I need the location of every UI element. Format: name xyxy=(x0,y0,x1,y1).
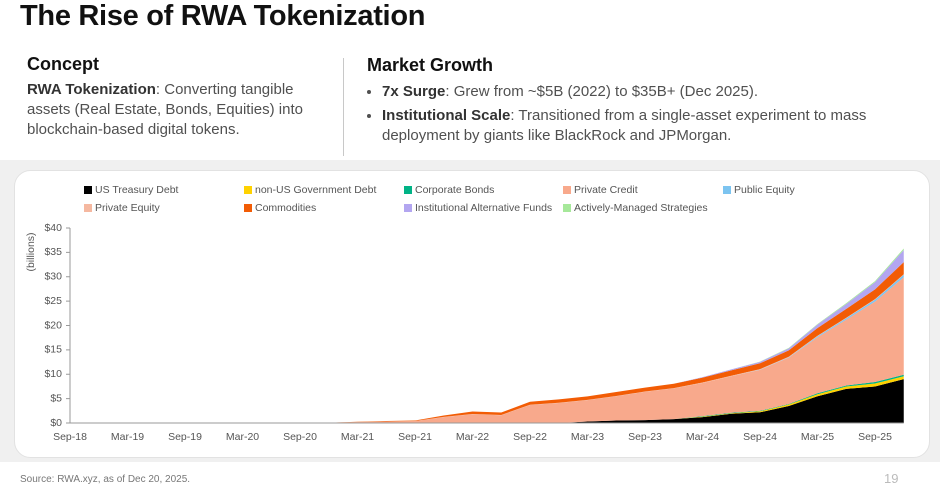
y-axis-label: (billions) xyxy=(25,232,37,271)
legend-label: Private Equity xyxy=(95,202,161,214)
bullet-text: : Transitioned from a single-asset exper… xyxy=(382,107,867,144)
legend-label: non-US Government Debt xyxy=(255,184,376,196)
legend-swatch xyxy=(723,186,731,194)
legend-label: Commodities xyxy=(255,202,316,214)
legend-swatch xyxy=(244,204,252,212)
concept-lead: RWA Tokenization xyxy=(27,81,156,98)
chart: (billions) $0 $5 $10 $15 $20 $25 $30 $35 $40 Sep-… xyxy=(14,170,930,458)
legend-label: Corporate Bonds xyxy=(415,184,494,196)
x-tick-label: Sep-19 xyxy=(168,431,202,443)
y-tick-label: $0 xyxy=(50,417,62,429)
y-tick-label: $35 xyxy=(44,246,62,258)
legend-swatch xyxy=(84,204,92,212)
x-tick-label: Sep-24 xyxy=(743,431,777,443)
y-tick-label: $20 xyxy=(44,319,62,331)
x-tick-label: Mar-22 xyxy=(456,431,489,443)
legend-swatch xyxy=(404,204,412,212)
x-tick-label: Sep-22 xyxy=(513,431,547,443)
bullet-lead: 7x Surge xyxy=(382,83,446,100)
growth-list: 7x Surge: Grew from ~$5B (2022) to $35B+… xyxy=(364,82,922,150)
legend-swatch xyxy=(563,204,571,212)
concept-body: : Converting tangible assets (Real Estat… xyxy=(27,81,303,138)
y-tick-label: $40 xyxy=(44,222,62,234)
legend-swatch xyxy=(404,186,412,194)
x-tick-label: Sep-20 xyxy=(283,431,317,443)
legend-swatch xyxy=(84,186,92,194)
y-tick-label: $30 xyxy=(44,271,62,283)
x-tick-label: Sep-23 xyxy=(628,431,662,443)
slide-title: The Rise of RWA Tokenization xyxy=(20,0,426,32)
bullet-text: : Grew from ~$5B (2022) to $35B+ (Dec 20… xyxy=(445,83,759,100)
page-number: 19 xyxy=(884,471,899,486)
legend-label: Actively-Managed Strategies xyxy=(574,202,708,214)
y-tick-label: $10 xyxy=(44,368,62,380)
bullet: 7x Surge: Grew from ~$5B (2022) to $35B+… xyxy=(382,82,922,102)
bullet-lead: Institutional Scale xyxy=(382,107,511,124)
legend-swatch xyxy=(244,186,252,194)
x-tick-label: Mar-19 xyxy=(111,431,144,443)
growth-heading: Market Growth xyxy=(367,55,494,75)
bullet: Institutional Scale: Transitioned from a… xyxy=(382,106,922,146)
x-tick-label: Mar-25 xyxy=(801,431,834,443)
y-tick-label: $25 xyxy=(44,295,62,307)
source: Source: RWA.xyz, as of Dec 20, 2025. xyxy=(20,474,191,485)
x-tick-label: Sep-21 xyxy=(398,431,432,443)
area xyxy=(70,379,904,423)
legend-label: Institutional Alternative Funds xyxy=(415,202,552,214)
x-tick-label: Mar-24 xyxy=(686,431,719,443)
legend-label: Public Equity xyxy=(734,184,795,196)
x-tick-label: Mar-20 xyxy=(226,431,259,443)
x-tick-label: Sep-25 xyxy=(858,431,892,443)
area xyxy=(70,277,904,423)
concept-text: RWA Tokenization: Converting tangible as… xyxy=(27,80,327,140)
x-tick-label: Mar-23 xyxy=(571,431,604,443)
x-tick-label: Mar-21 xyxy=(341,431,374,443)
legend-label: Private Credit xyxy=(574,184,638,196)
area xyxy=(70,262,904,423)
divider xyxy=(343,58,344,156)
concept-heading: Concept xyxy=(27,54,99,74)
y-tick-label: $15 xyxy=(44,344,62,356)
legend-label: US Treasury Debt xyxy=(95,184,179,196)
legend-swatch xyxy=(563,186,571,194)
y-tick-label: $5 xyxy=(50,392,62,404)
x-tick-label: Sep-18 xyxy=(53,431,87,443)
